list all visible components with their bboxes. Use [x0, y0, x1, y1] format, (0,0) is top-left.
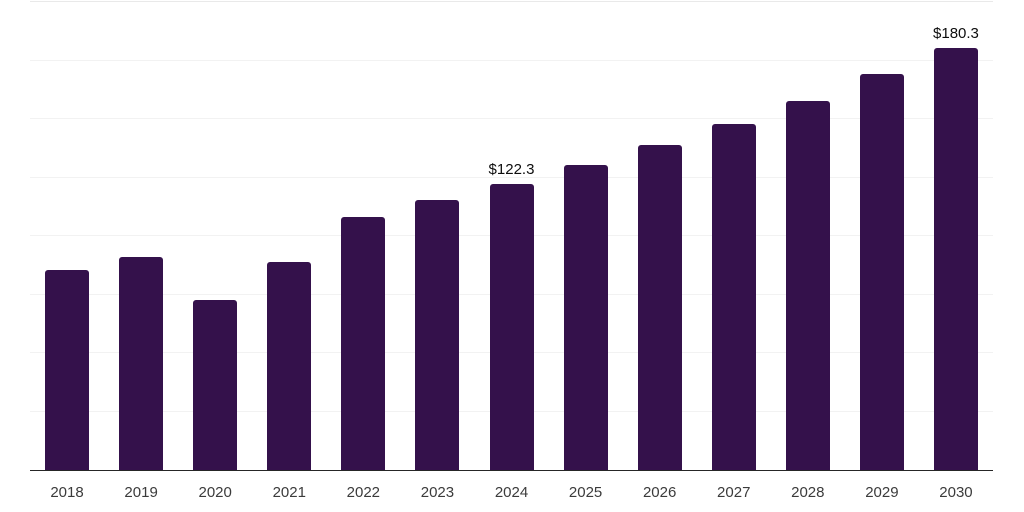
bar-2018 — [45, 269, 90, 470]
bar-2024 — [489, 183, 534, 470]
bars: $122.3 $180.3 — [30, 2, 993, 470]
bar-slot-2023 — [400, 2, 474, 470]
bar-slot-2024: $122.3 — [474, 2, 548, 470]
x-tick-label-2018: 2018 — [50, 484, 84, 501]
bar-slot-2030: $180.3 — [919, 2, 993, 470]
x-tick-label-2021: 2021 — [272, 484, 306, 501]
bar-slot-2027 — [697, 2, 771, 470]
bar-slot-2019 — [104, 2, 178, 470]
bar-slot-2029 — [845, 2, 919, 470]
gridline-150 — [30, 118, 993, 119]
x-tick-label-2024: 2024 — [494, 484, 529, 501]
gridline-175 — [30, 59, 993, 61]
gridline-125 — [30, 176, 993, 178]
bar-2020 — [193, 299, 238, 470]
bar-slot-2022 — [326, 2, 400, 470]
value-label-2030: $180.3 — [933, 25, 979, 43]
bar-2029 — [859, 74, 904, 470]
x-tick-label-2019: 2019 — [124, 484, 158, 501]
x-tick-label-2029: 2029 — [865, 484, 899, 501]
x-axis-labels: 2018 2019 2020 2021 2022 2023 2024 2025 2026 2027… — [30, 485, 993, 501]
x-tick-label-2020: 2020 — [198, 484, 232, 501]
gridline-200 — [30, 1, 993, 2]
x-tick-label-2027: 2027 — [717, 484, 751, 501]
bar-slot-2021 — [252, 2, 326, 470]
bar-slot-2026 — [623, 2, 697, 470]
bar-2030 — [933, 48, 978, 470]
bar-2021 — [267, 261, 312, 470]
x-tick-label-2028: 2028 — [791, 484, 825, 501]
x-tick-label-2023: 2023 — [420, 484, 455, 501]
bar-slot-2020 — [178, 2, 252, 470]
bar-slot-2028 — [771, 2, 845, 470]
bar-slot-2025 — [549, 2, 623, 470]
value-label-2024: $122.3 — [488, 160, 535, 178]
bar-2022 — [341, 216, 386, 470]
bar-2027 — [711, 123, 756, 470]
x-tick-label-2025: 2025 — [568, 484, 603, 501]
bar-2028 — [785, 100, 830, 470]
bar-slot-2018 — [30, 2, 104, 470]
x-tick-label-2026: 2026 — [642, 484, 677, 501]
plot-area: $122.3 $180.3 — [30, 1, 993, 471]
bar-2023 — [415, 200, 460, 470]
bar-2026 — [637, 144, 682, 470]
x-axis-line — [30, 469, 993, 471]
x-tick-label-2022: 2022 — [346, 484, 381, 501]
bar-2019 — [119, 256, 164, 470]
x-tick-label-2030: 2030 — [939, 484, 973, 501]
bar-2025 — [563, 164, 608, 470]
